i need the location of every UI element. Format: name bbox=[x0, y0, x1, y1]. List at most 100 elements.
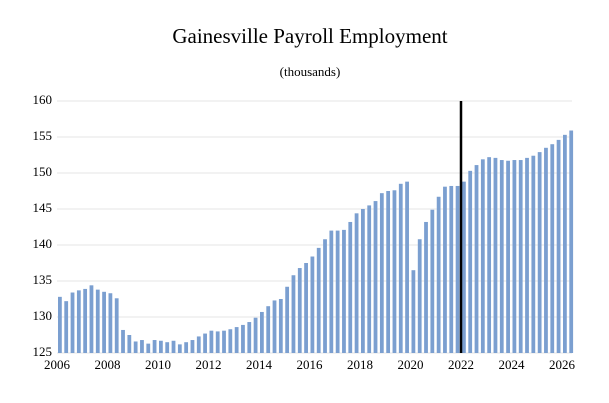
chart-title: Gainesville Payroll Employment bbox=[172, 24, 447, 48]
x-tick-label: 2014 bbox=[246, 357, 273, 372]
bar bbox=[285, 286, 290, 353]
x-tick-label: 2016 bbox=[297, 357, 324, 372]
bar bbox=[354, 213, 359, 353]
bar bbox=[291, 275, 296, 353]
y-tick-label: 150 bbox=[33, 164, 53, 179]
bar bbox=[58, 296, 62, 353]
x-tick-label: 2026 bbox=[549, 357, 576, 372]
bar bbox=[329, 230, 334, 353]
bar bbox=[392, 190, 397, 353]
bar bbox=[140, 340, 144, 353]
bar bbox=[480, 159, 485, 353]
y-tick-label: 140 bbox=[33, 236, 53, 251]
bar bbox=[323, 239, 327, 353]
bar bbox=[70, 292, 75, 353]
bar bbox=[310, 256, 315, 353]
bar bbox=[462, 181, 466, 353]
bar bbox=[468, 170, 473, 353]
x-tick-label: 2022 bbox=[448, 357, 474, 372]
bar bbox=[455, 185, 460, 353]
bar bbox=[190, 340, 195, 353]
y-tick-label: 145 bbox=[33, 200, 53, 215]
bar bbox=[272, 300, 277, 353]
bar bbox=[436, 196, 441, 353]
bar bbox=[121, 329, 125, 353]
bar bbox=[152, 340, 157, 353]
bar bbox=[260, 311, 264, 353]
bar bbox=[525, 157, 529, 353]
bar bbox=[405, 181, 409, 353]
bar bbox=[228, 329, 233, 353]
bar bbox=[95, 289, 100, 353]
bar bbox=[537, 152, 542, 353]
y-tick-label: 160 bbox=[33, 92, 53, 107]
bar bbox=[247, 322, 252, 353]
bar bbox=[335, 230, 340, 353]
bar bbox=[114, 298, 119, 353]
bar bbox=[127, 335, 132, 353]
bar bbox=[550, 144, 555, 353]
bar bbox=[83, 288, 88, 353]
bar bbox=[203, 333, 207, 353]
bar bbox=[184, 342, 189, 353]
bar bbox=[278, 299, 283, 353]
bar bbox=[159, 340, 163, 353]
bar bbox=[133, 341, 138, 353]
bar bbox=[531, 155, 536, 353]
x-tick-label: 2020 bbox=[398, 357, 424, 372]
bar bbox=[165, 342, 170, 353]
bar bbox=[234, 327, 239, 353]
y-tick-label: 125 bbox=[33, 344, 53, 359]
y-tick-label: 155 bbox=[33, 128, 53, 143]
bar bbox=[316, 247, 321, 353]
x-tick-label: 2010 bbox=[145, 357, 171, 372]
chart-subtitle: (thousands) bbox=[280, 64, 341, 79]
bar bbox=[102, 291, 106, 353]
bar bbox=[209, 330, 214, 353]
bar bbox=[430, 209, 435, 353]
bar bbox=[569, 130, 574, 353]
bar bbox=[89, 285, 94, 353]
bar bbox=[474, 165, 479, 353]
bar bbox=[373, 201, 378, 353]
bar bbox=[424, 221, 428, 353]
bar bbox=[499, 160, 504, 353]
bar bbox=[304, 263, 308, 353]
bar bbox=[241, 324, 245, 353]
bar bbox=[493, 157, 498, 353]
bar bbox=[177, 344, 182, 353]
bar bbox=[222, 330, 226, 353]
bar bbox=[361, 209, 365, 353]
bar bbox=[108, 293, 113, 353]
bar bbox=[544, 147, 548, 353]
bar bbox=[443, 186, 447, 353]
y-tick-label: 135 bbox=[33, 272, 53, 287]
x-tick-label: 2024 bbox=[499, 357, 526, 372]
bar bbox=[512, 160, 517, 353]
bar bbox=[196, 336, 201, 353]
bar bbox=[506, 160, 510, 353]
bar bbox=[215, 331, 220, 353]
bar bbox=[348, 221, 353, 353]
bar bbox=[367, 205, 372, 353]
bar bbox=[386, 191, 391, 353]
bar bbox=[76, 290, 81, 353]
bar bbox=[518, 160, 523, 353]
bar bbox=[266, 306, 271, 353]
y-tick-label: 130 bbox=[33, 308, 53, 323]
bar bbox=[64, 301, 69, 353]
bar bbox=[563, 134, 567, 353]
bar bbox=[556, 139, 561, 353]
bar bbox=[146, 343, 151, 353]
bar bbox=[417, 239, 422, 353]
bar bbox=[487, 157, 492, 353]
bar bbox=[398, 183, 403, 353]
x-tick-label: 2018 bbox=[347, 357, 373, 372]
bar bbox=[297, 268, 302, 353]
bar bbox=[449, 185, 454, 353]
bar bbox=[342, 229, 346, 353]
x-tick-label: 2012 bbox=[196, 357, 222, 372]
x-tick-label: 2008 bbox=[95, 357, 121, 372]
x-tick-label: 2006 bbox=[44, 357, 71, 372]
